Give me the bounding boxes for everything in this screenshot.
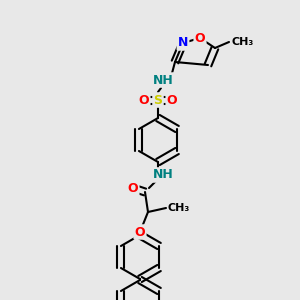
Text: O: O — [139, 94, 149, 106]
Text: S: S — [154, 94, 163, 106]
Text: O: O — [195, 32, 205, 44]
Text: CH₃: CH₃ — [231, 37, 253, 47]
Text: O: O — [167, 94, 177, 106]
Text: O: O — [128, 182, 138, 194]
Text: NH: NH — [153, 169, 173, 182]
Text: NH: NH — [153, 74, 173, 86]
Text: CH₃: CH₃ — [168, 203, 190, 213]
Text: N: N — [178, 37, 188, 50]
Text: O: O — [135, 226, 145, 238]
